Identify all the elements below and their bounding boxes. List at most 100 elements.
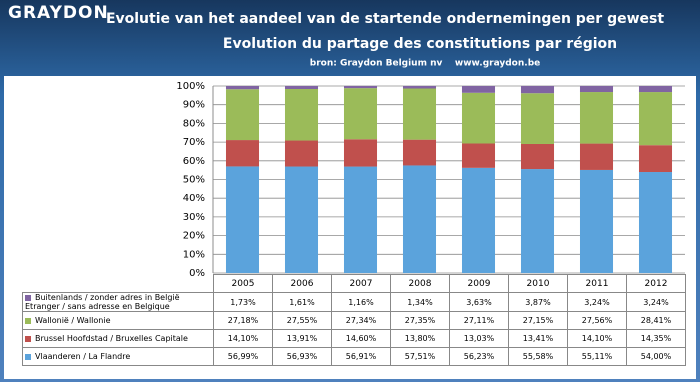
bar-segment <box>343 88 378 140</box>
value-label: 54,00% <box>626 347 686 366</box>
bar-segment <box>638 92 673 146</box>
bar-segment <box>461 86 496 93</box>
bar-segment <box>284 166 319 273</box>
value-label: 14,10% <box>567 329 627 348</box>
bar-segment <box>225 89 260 141</box>
value-label: 56,99% <box>213 347 273 366</box>
y-tick-label: 60% <box>183 156 205 167</box>
y-tick-label: 20% <box>183 231 205 242</box>
legend-label: Vlaanderen / La Flandre <box>35 352 131 361</box>
x-tick-label: 2005 <box>213 274 273 293</box>
bar-segment <box>520 85 555 94</box>
bar-segment <box>284 86 319 90</box>
y-tick-label: 40% <box>183 193 205 204</box>
legend-entry: Vlaanderen / La Flandre <box>22 347 214 366</box>
value-label: 56,23% <box>449 347 509 366</box>
value-label: 14,60% <box>331 329 391 348</box>
legend-swatch <box>25 353 31 360</box>
bar-segment <box>579 85 614 93</box>
data-table: 2005 2006 2007 2008 2009 2010 2011 2012 Buitenla… <box>22 274 686 366</box>
value-label: 3,63% <box>449 292 509 312</box>
value-label: 27,34% <box>331 311 391 330</box>
bar-segment <box>520 93 555 144</box>
value-label: 55,11% <box>567 347 627 366</box>
bar-segment <box>461 167 496 273</box>
x-tick-label: 2012 <box>626 274 686 293</box>
table-row: Buitenlands / zonder adres in België Etr… <box>22 292 686 312</box>
legend-swatch <box>25 317 31 324</box>
y-tick-label: 50% <box>183 175 205 186</box>
value-label: 27,15% <box>508 311 568 330</box>
bar-segment <box>225 166 260 273</box>
legend-entry: Brussel Hoofdstad / Bruxelles Capitale <box>22 329 214 348</box>
bar-segment <box>520 143 555 170</box>
value-label: 27,55% <box>272 311 332 330</box>
bar-segment <box>579 92 614 144</box>
y-tick-label: 10% <box>183 249 205 260</box>
logo: GRAYDON <box>8 3 109 23</box>
value-label: 13,91% <box>272 329 332 348</box>
value-label: 13,03% <box>449 329 509 348</box>
chart-title: Evolutie van het aandeel van de startend… <box>106 11 664 27</box>
bar-segment <box>343 139 378 167</box>
bar-segment <box>343 85 378 89</box>
bar-segment <box>579 143 614 170</box>
legend-label: Brussel Hoofdstad / Bruxelles Capitale <box>35 334 188 343</box>
bar-segment <box>225 140 260 167</box>
value-label: 13,80% <box>390 329 450 348</box>
value-label: 1,16% <box>331 292 391 312</box>
value-label: 13,41% <box>508 329 568 348</box>
value-label: 27,56% <box>567 311 627 330</box>
value-label: 14,35% <box>626 329 686 348</box>
bar-segment <box>461 92 496 144</box>
value-label: 56,93% <box>272 347 332 366</box>
value-label: 27,35% <box>390 311 450 330</box>
table-corner <box>23 275 214 293</box>
value-label: 1,34% <box>390 292 450 312</box>
value-label: 56,91% <box>331 347 391 366</box>
y-tick-label: 30% <box>183 212 205 223</box>
value-label: 1,61% <box>272 292 332 312</box>
value-label: 27,18% <box>213 311 273 330</box>
source: bron: Graydon Belgium nv www.graydon.be <box>310 59 541 69</box>
y-tick-label: 80% <box>183 118 205 129</box>
legend-label: Wallonië / Wallonie <box>35 316 111 325</box>
y-tick-label: 70% <box>183 137 205 148</box>
bar-segment <box>402 165 437 273</box>
x-tick-label: 2010 <box>508 274 568 293</box>
y-tick-label: 90% <box>183 100 205 111</box>
legend-swatch <box>25 294 31 301</box>
table-header-row: 2005 2006 2007 2008 2009 2010 2011 2012 <box>23 274 686 293</box>
x-tick-label: 2007 <box>331 274 391 293</box>
legend-entry: Wallonië / Wallonie <box>22 311 214 330</box>
bar-segment <box>520 169 555 273</box>
value-label: 55,58% <box>508 347 568 366</box>
bar-segment <box>284 140 319 167</box>
value-label: 3,24% <box>626 292 686 312</box>
legend-entry: Buitenlands / zonder adres in België Etr… <box>22 292 214 312</box>
bar-segment <box>461 143 496 168</box>
bar-segment <box>638 86 673 93</box>
legend-label: Buitenlands / zonder adres in België Etr… <box>25 293 180 311</box>
legend-swatch <box>25 335 31 342</box>
x-tick-label: 2009 <box>449 274 509 293</box>
bar-segment <box>284 89 319 141</box>
table-row: Vlaanderen / La Flandre 56,99% 56,93% 56,91… <box>22 347 686 366</box>
value-label: 3,87% <box>508 292 568 312</box>
table-row: Wallonië / Wallonie 27,18% 27,55% 27,34% 27,… <box>22 311 686 330</box>
bar-segment <box>402 86 437 89</box>
y-tick-label: 100% <box>176 81 205 92</box>
x-tick-label: 2011 <box>567 274 627 293</box>
chart-subtitle: Evolution du partage des constitutions p… <box>223 36 617 52</box>
value-label: 27,11% <box>449 311 509 330</box>
bar-segment <box>343 166 378 273</box>
value-label: 57,51% <box>390 347 450 366</box>
value-label: 14,10% <box>213 329 273 348</box>
x-tick-label: 2006 <box>272 274 332 293</box>
table-row: Brussel Hoofdstad / Bruxelles Capitale 14… <box>22 329 686 348</box>
bar-segment <box>402 88 437 140</box>
bar-segment <box>579 169 614 273</box>
bar-segment <box>638 145 673 173</box>
value-label: 1,73% <box>213 292 273 312</box>
